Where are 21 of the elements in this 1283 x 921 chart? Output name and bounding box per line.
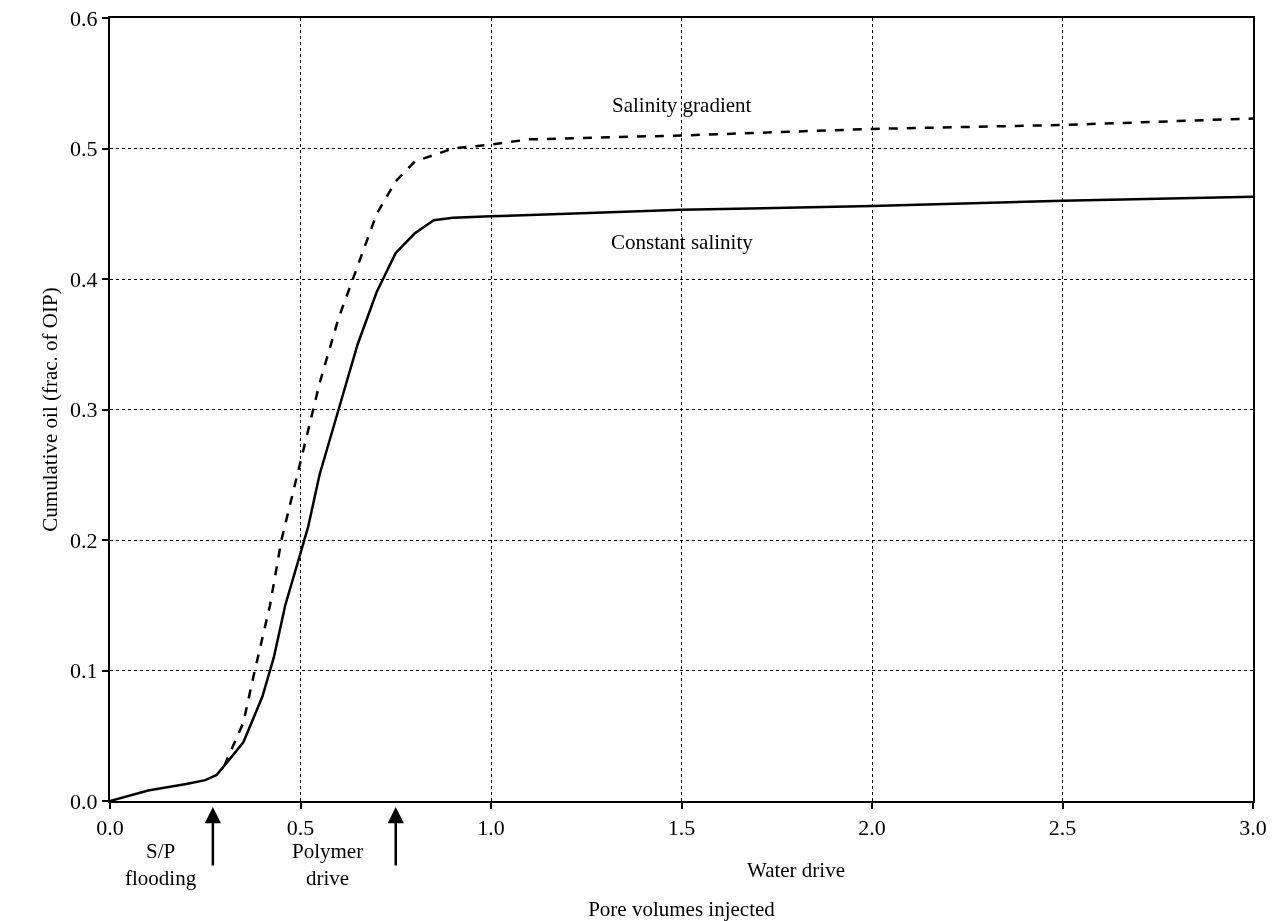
x-tick-label: 0.5 [286, 815, 315, 841]
series-label: Constant salinity [611, 230, 754, 254]
y-tick-label: 0.2 [70, 527, 98, 553]
text: Water drive [747, 858, 846, 882]
x-tick-label: 1.0 [477, 815, 505, 841]
y-tick-label: 0.0 [70, 788, 98, 814]
x-tick-label: 1.5 [667, 815, 696, 841]
x-tick-label: 2.0 [858, 815, 886, 841]
y-axis-title: Cumulative oil (frac. of OIP) [38, 287, 62, 532]
y-tick-label: 0.1 [70, 658, 98, 684]
y-tick-label: 0.3 [70, 397, 98, 423]
series-label: Salinity gradient [612, 93, 752, 117]
text: S/P flooding [125, 839, 197, 891]
y-tick-label: 0.4 [70, 266, 98, 292]
y-tick-label: 0.5 [70, 136, 98, 162]
text: Polymer drive [292, 839, 364, 891]
x-tick-label: 2.5 [1048, 815, 1077, 841]
x-axis-title: Pore volumes injected [588, 897, 776, 921]
x-tick-label: 0.0 [96, 815, 124, 841]
y-tick-label: 0.6 [70, 5, 98, 31]
x-tick-label: 3.0 [1239, 815, 1267, 841]
